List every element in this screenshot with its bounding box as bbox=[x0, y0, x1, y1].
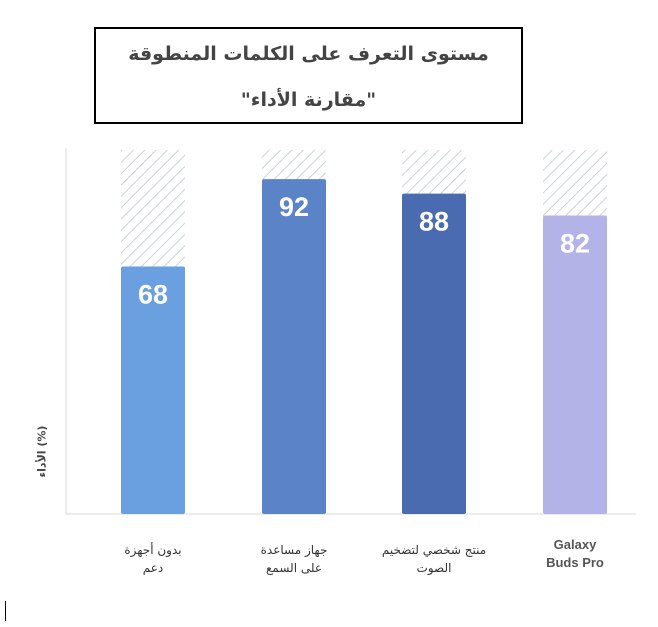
y-axis-label: الأداء (%) bbox=[35, 425, 49, 478]
chart-title-box: مستوى التعرف على الكلمات المنطوقة "مقارن… bbox=[94, 27, 523, 124]
category-label-3: منتج شخصي لتضخيم الصوت bbox=[374, 541, 494, 577]
category-label-line: جهاز مساعدة bbox=[260, 543, 328, 557]
bar-4 bbox=[543, 215, 607, 514]
category-label-line: Buds Pro bbox=[546, 555, 604, 570]
category-label-line: دعم bbox=[142, 561, 164, 575]
category-label-4: Galaxy Buds Pro bbox=[515, 536, 635, 572]
bar-3 bbox=[402, 193, 466, 514]
data-label-2: 92 bbox=[279, 192, 309, 222]
category-label-line: Galaxy bbox=[553, 537, 597, 552]
category-label-1: بدون أجهزة دعم bbox=[93, 541, 213, 577]
category-label-line: منتج شخصي لتضخيم bbox=[381, 543, 487, 557]
chart-subtitle: "مقارنة الأداء" bbox=[240, 89, 377, 111]
bar-2 bbox=[262, 179, 326, 514]
data-label-3: 88 bbox=[419, 207, 449, 237]
category-label-line: على السمع bbox=[266, 561, 322, 575]
chart-title: مستوى التعرف على الكلمات المنطوقة bbox=[128, 43, 489, 65]
category-label-line: بدون أجهزة bbox=[124, 543, 182, 557]
category-label-2: جهاز مساعدة على السمع bbox=[234, 541, 354, 577]
data-label-1: 68 bbox=[138, 279, 168, 309]
category-label-line: الصوت bbox=[416, 561, 452, 575]
data-label-4: 82 bbox=[560, 229, 590, 259]
bar-1 bbox=[121, 266, 185, 514]
text-cursor bbox=[5, 601, 6, 621]
